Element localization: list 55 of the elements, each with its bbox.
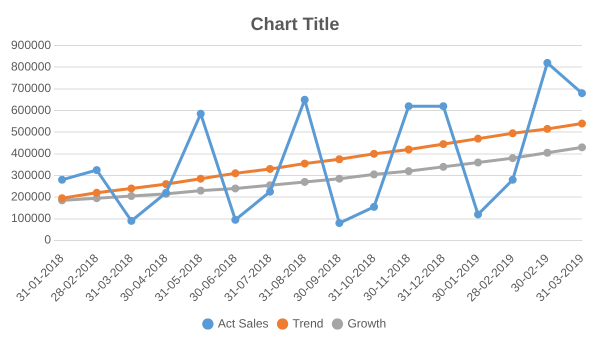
- y-tick-label: 500000: [10, 124, 52, 138]
- point: [404, 102, 413, 110]
- point: [474, 210, 482, 218]
- point: [370, 150, 378, 158]
- point: [266, 188, 274, 196]
- point: [300, 160, 309, 168]
- point: [196, 174, 205, 183]
- point: [335, 219, 344, 228]
- point: [508, 154, 517, 162]
- legend-label: Growth: [347, 316, 386, 330]
- point: [543, 58, 552, 67]
- point: [474, 134, 482, 143]
- y-tick-label: 600000: [10, 102, 52, 117]
- y-tick-label: 900000: [10, 38, 52, 52]
- y-tick-label: 400000: [10, 146, 52, 160]
- y-tick-label: 0: [44, 232, 52, 247]
- point: [404, 146, 413, 154]
- point: [370, 202, 378, 211]
- legend-label: Act Sales: [218, 316, 269, 330]
- legend-label: Trend: [292, 316, 324, 330]
- point: [439, 140, 448, 148]
- y-tick-label: 300000: [10, 168, 52, 182]
- point: [439, 162, 448, 171]
- point: [300, 96, 309, 104]
- point: [508, 129, 517, 138]
- point: [58, 176, 66, 184]
- point: [127, 216, 136, 225]
- point: [92, 188, 101, 197]
- point: [127, 192, 136, 200]
- point: [543, 148, 552, 157]
- point: [300, 178, 309, 186]
- point: [578, 120, 586, 128]
- point: [196, 110, 205, 118]
- point: [335, 174, 344, 183]
- point: [543, 124, 552, 133]
- point: [508, 176, 517, 184]
- point: [578, 89, 586, 98]
- point: [92, 166, 101, 174]
- chart-title: Chart Title: [250, 14, 340, 34]
- y-tick-label: 800000: [10, 60, 52, 74]
- y-tick-label: 100000: [10, 211, 52, 226]
- point: [474, 158, 482, 166]
- point: [127, 184, 136, 192]
- point: [231, 169, 240, 178]
- point: [404, 167, 413, 176]
- point: [231, 216, 240, 224]
- point: [439, 102, 448, 110]
- point: [196, 186, 205, 195]
- y-tick-label: 200000: [10, 189, 52, 204]
- point: [578, 143, 586, 152]
- point: [266, 164, 274, 173]
- point: [335, 155, 344, 164]
- point: [231, 184, 240, 192]
- y-tick-label: 700000: [10, 81, 52, 96]
- point: [370, 170, 378, 178]
